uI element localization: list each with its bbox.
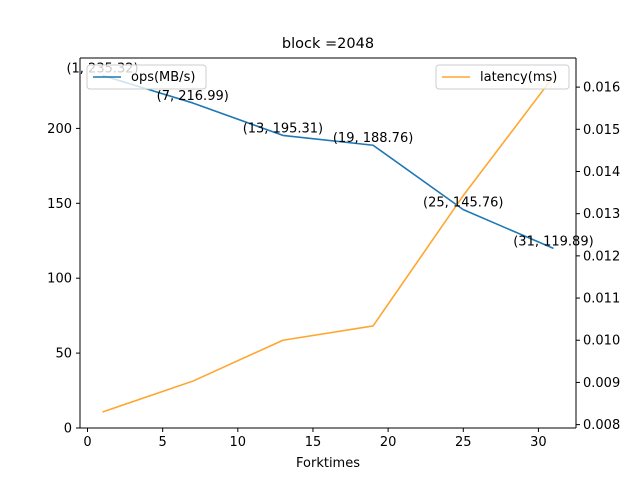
y-left-tick-label: 200 (47, 122, 72, 137)
data-point-annotation: (25, 145.76) (423, 196, 503, 211)
y-right-tick-label: 0.008 (583, 418, 620, 433)
x-tick-label: 5 (159, 435, 167, 450)
series-layer (102, 74, 555, 413)
legend-latency-box (435, 64, 570, 90)
legend-ops-box (86, 64, 207, 90)
y-left-tick-label: 50 (55, 347, 72, 362)
data-point-annotation: (13, 195.31) (243, 121, 323, 136)
plot-area (80, 58, 576, 428)
y-right-tick-label: 0.010 (583, 334, 620, 349)
x-tick-label: 25 (455, 435, 472, 450)
x-axis: 0 5 10 15 20 25 30 (83, 428, 547, 450)
legend-ops: ops(MB/s) (86, 64, 207, 90)
x-axis-label: Forktimes (296, 456, 360, 471)
y-right-tick-label: 0.013 (583, 207, 620, 222)
y-left-tick-label: 100 (47, 272, 72, 287)
y-right-tick-label: 0.015 (583, 123, 620, 138)
series-line-ops (102, 74, 554, 250)
data-point-annotation: (7, 216.99) (157, 89, 229, 104)
y-right-tick-label: 0.012 (583, 249, 620, 264)
y-axis-right: 0.008 0.009 0.010 0.011 0.012 0.013 0.014 0.015… (576, 81, 620, 433)
x-tick-label: 20 (380, 435, 397, 450)
y-right-tick-label: 0.014 (583, 165, 620, 180)
x-tick-label: 15 (305, 435, 322, 450)
y-right-tick-label: 0.009 (583, 376, 620, 391)
y-left-tick-label: 0 (64, 422, 72, 437)
series-line-latency (102, 76, 555, 413)
x-tick-label: 10 (230, 435, 247, 450)
x-tick-label: 0 (83, 435, 91, 450)
legend-latency: latency(ms) (435, 64, 570, 90)
data-point-annotation: (31, 119.89) (513, 234, 593, 249)
chart-title: block =2048 (282, 36, 374, 52)
plot-frame (79, 57, 577, 429)
y-right-tick-label: 0.016 (583, 81, 620, 96)
x-tick-label: 30 (530, 435, 547, 450)
legend-latency-label: latency(ms) (480, 70, 557, 85)
y-left-tick-label: 150 (47, 197, 72, 212)
y-axis-left: 0 50 100 150 200 (47, 122, 80, 437)
data-point-annotation: (19, 188.76) (333, 131, 413, 146)
legend-ops-label: ops(MB/s) (131, 70, 195, 85)
y-right-tick-label: 0.011 (583, 292, 620, 307)
